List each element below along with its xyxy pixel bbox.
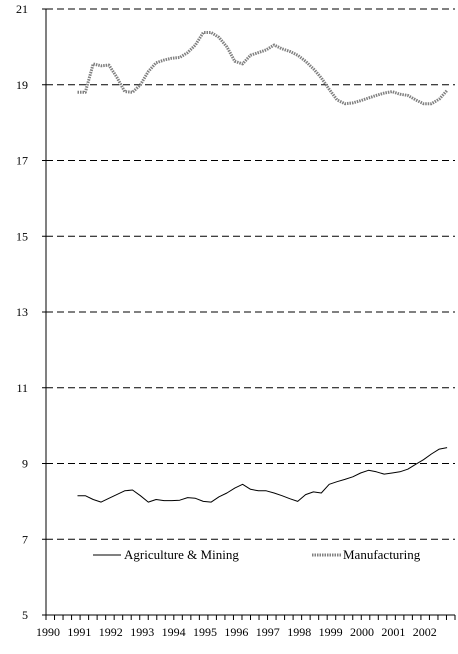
y-tick-label-11: 11 <box>16 381 28 395</box>
legend: Agriculture & Mining Manufacturing <box>93 547 421 562</box>
y-tick-label-19: 19 <box>16 78 28 92</box>
series-line-agriculture-mining <box>77 447 448 503</box>
x-tick-label-2000: 2000 <box>350 625 374 639</box>
y-tick-label-9: 9 <box>22 457 28 471</box>
x-tick-label-1995: 1995 <box>193 625 217 639</box>
x-tick-label-1999: 1999 <box>319 625 343 639</box>
y-tick-label-7: 7 <box>22 532 28 546</box>
x-tick-labels: 1990 1991 1992 1993 1994 1995 1996 1997 1998 1999… <box>36 625 437 639</box>
y-tick-label-15: 15 <box>16 229 28 243</box>
series-line-manufacturing <box>77 31 449 106</box>
x-tick-label-1997: 1997 <box>256 625 280 639</box>
legend-label-agriculture-mining: Agriculture & Mining <box>124 547 239 562</box>
grid-lines <box>46 8 455 540</box>
x-tick-label-1998: 1998 <box>287 625 311 639</box>
y-tick-label-21: 21 <box>16 2 28 16</box>
axes <box>42 8 456 620</box>
x-tick-label-2001: 2001 <box>381 625 405 639</box>
x-tick-label-1991: 1991 <box>67 625 91 639</box>
x-tick-label-1992: 1992 <box>99 625 123 639</box>
series-lines <box>77 31 449 503</box>
y-tick-labels: 5 7 9 11 13 15 17 19 21 <box>16 2 28 622</box>
x-tick-label-1990: 1990 <box>36 625 60 639</box>
x-tick-label-1996: 1996 <box>224 625 248 639</box>
x-tick-label-1994: 1994 <box>162 625 186 639</box>
y-tick-label-13: 13 <box>16 305 28 319</box>
y-tick-label-5: 5 <box>22 608 28 622</box>
x-tick-label-1993: 1993 <box>130 625 154 639</box>
x-tick-label-2002: 2002 <box>413 625 437 639</box>
y-tick-label-17: 17 <box>16 154 28 168</box>
legend-label-manufacturing: Manufacturing <box>343 547 421 562</box>
